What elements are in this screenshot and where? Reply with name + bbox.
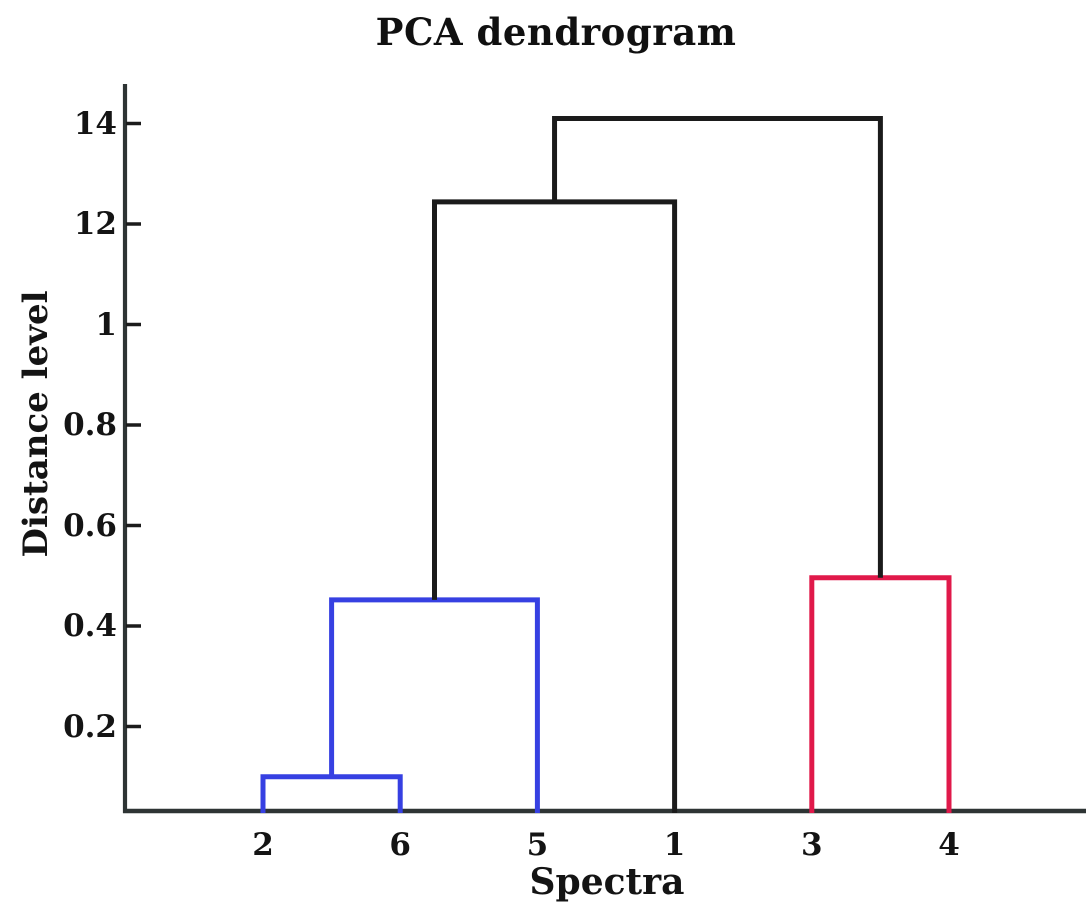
y-tick-label-0.6: 0.6 (63, 507, 117, 544)
x-leaf-label-1: 1 (663, 827, 686, 863)
x-leaf-label-3: 3 (801, 827, 823, 863)
x-leaf-label-6: 6 (389, 827, 411, 863)
x-leaf-label-4: 4 (938, 827, 960, 863)
dendrogram-link-D (809, 575, 952, 813)
x-leaf-label-5: 5 (526, 827, 549, 863)
y-tick-label-12: 12 (73, 206, 117, 242)
x-leaf-label-2: 2 (252, 827, 274, 863)
y-tick-label-0.8: 0.8 (63, 407, 117, 443)
dendrogram-link-C (432, 199, 678, 813)
dendrogram-link-R (552, 115, 883, 578)
dendrogram-link-B (329, 597, 540, 813)
y-tick-label-1: 1 (95, 306, 117, 343)
y-tick-label-0.2: 0.2 (63, 708, 117, 745)
y-tick-label-14: 14 (73, 105, 117, 142)
chart-title: PCA dendrogram (375, 10, 737, 54)
x-axis-title: Spectra (529, 861, 685, 903)
y-tick-label-0.4: 0.4 (63, 608, 117, 644)
dendrogram-link-A (260, 774, 403, 813)
